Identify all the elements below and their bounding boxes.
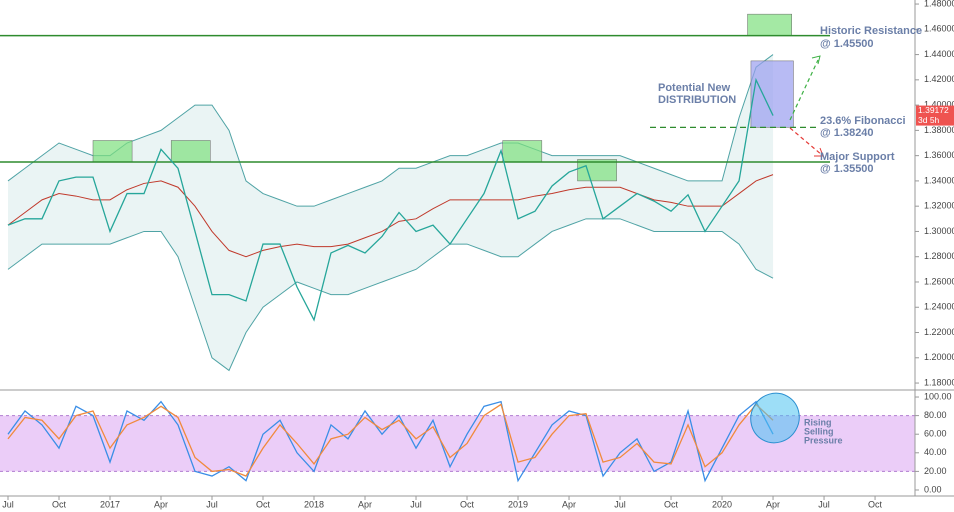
y-tick-label: 1.42000 [924, 74, 954, 84]
x-tick-label: Oct [868, 499, 883, 509]
x-tick-label: Oct [256, 499, 271, 509]
annotation: @ 1.45500 [820, 38, 874, 50]
x-tick-label: Jul [614, 499, 626, 509]
y-tick-label: 1.28000 [924, 251, 954, 261]
x-tick-label: 2018 [304, 499, 324, 509]
x-tick-label: Apr [766, 499, 780, 509]
y-tick-label: 1.18000 [924, 377, 954, 387]
x-tick-label: Apr [358, 499, 372, 509]
x-tick-label: Jul [2, 499, 14, 509]
series-line [7, 403, 774, 477]
y-tick-label: 40.00 [924, 447, 947, 457]
y-tick-label: 1.30000 [924, 226, 954, 236]
y-tick-label: 1.44000 [924, 49, 954, 59]
price-tag [916, 105, 954, 126]
y-tick-label: 100.00 [924, 391, 952, 401]
y-tick-label: 0.00 [924, 484, 942, 494]
y-tick-label: 1.36000 [924, 150, 954, 160]
arrow-head [811, 55, 821, 65]
annotation: Potential New [658, 82, 731, 94]
price-label: 1.39172 [918, 105, 949, 115]
y-tick-label: 1.34000 [924, 175, 954, 185]
y-tick-label: 1.38000 [924, 125, 954, 135]
series-line [7, 77, 774, 322]
x-tick-label: Oct [664, 499, 679, 509]
zone [750, 60, 794, 128]
highlight-ellipse [750, 392, 800, 444]
y-tick-label: 20.00 [924, 466, 947, 476]
zone [577, 159, 617, 182]
x-tick-label: 2017 [100, 499, 120, 509]
x-tick-label: Oct [460, 499, 475, 509]
bollinger-band [7, 54, 774, 371]
y-tick-label: 1.24000 [924, 302, 954, 312]
x-tick-label: Jul [206, 499, 218, 509]
x-tick-label: Oct [52, 499, 67, 509]
annotation: @ 1.35500 [820, 163, 874, 175]
y-tick-label: 1.32000 [924, 201, 954, 211]
x-tick-label: Jul [818, 499, 830, 509]
y-tick-label: 1.48000 [924, 0, 954, 8]
y-tick-label: 80.00 [924, 410, 947, 420]
annotation: 23.6% Fibonacci [820, 115, 906, 127]
annotation: Historic Resistance [820, 25, 922, 37]
y-tick-label: 1.26000 [924, 276, 954, 286]
arrow-head [814, 147, 824, 157]
annotation: DISTRIBUTION [658, 94, 736, 106]
bollinger-upper [7, 54, 774, 207]
zone [747, 13, 792, 36]
y-tick-label: 60.00 [924, 429, 947, 439]
y-tick-label: 1.22000 [924, 327, 954, 337]
y-tick-label: 1.40000 [924, 99, 954, 109]
x-tick-label: Apr [154, 499, 168, 509]
zone [170, 140, 211, 163]
annotation: Rising [804, 417, 832, 427]
zone [502, 140, 543, 163]
y-tick-label: 1.46000 [924, 24, 954, 34]
annotation: @ 1.38240 [820, 127, 874, 139]
x-tick-label: 2019 [508, 499, 528, 509]
y-tick-label: 1.20000 [924, 352, 954, 362]
annotation: Pressure [804, 435, 843, 445]
annotation: Selling [804, 426, 834, 436]
bollinger-lower [7, 218, 774, 372]
countdown: 3d 5h [918, 115, 940, 125]
x-tick-label: Apr [562, 499, 576, 509]
annotation: Major Support [820, 151, 895, 163]
zone [92, 140, 133, 163]
x-tick-label: Jul [410, 499, 422, 509]
x-tick-label: 2020 [712, 499, 732, 509]
